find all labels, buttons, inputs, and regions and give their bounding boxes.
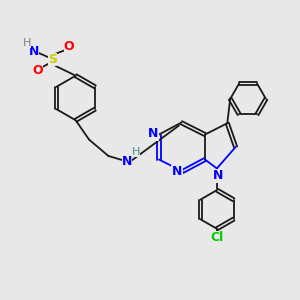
Text: N: N <box>148 128 158 140</box>
Text: H: H <box>22 38 31 48</box>
Text: H: H <box>131 147 140 158</box>
Text: O: O <box>32 64 43 77</box>
Text: O: O <box>64 40 74 53</box>
Text: S: S <box>48 53 57 66</box>
Text: N: N <box>122 155 132 168</box>
Text: N: N <box>29 44 39 58</box>
Text: N: N <box>172 166 182 178</box>
Text: N: N <box>213 169 224 182</box>
Text: Cl: Cl <box>210 231 224 244</box>
